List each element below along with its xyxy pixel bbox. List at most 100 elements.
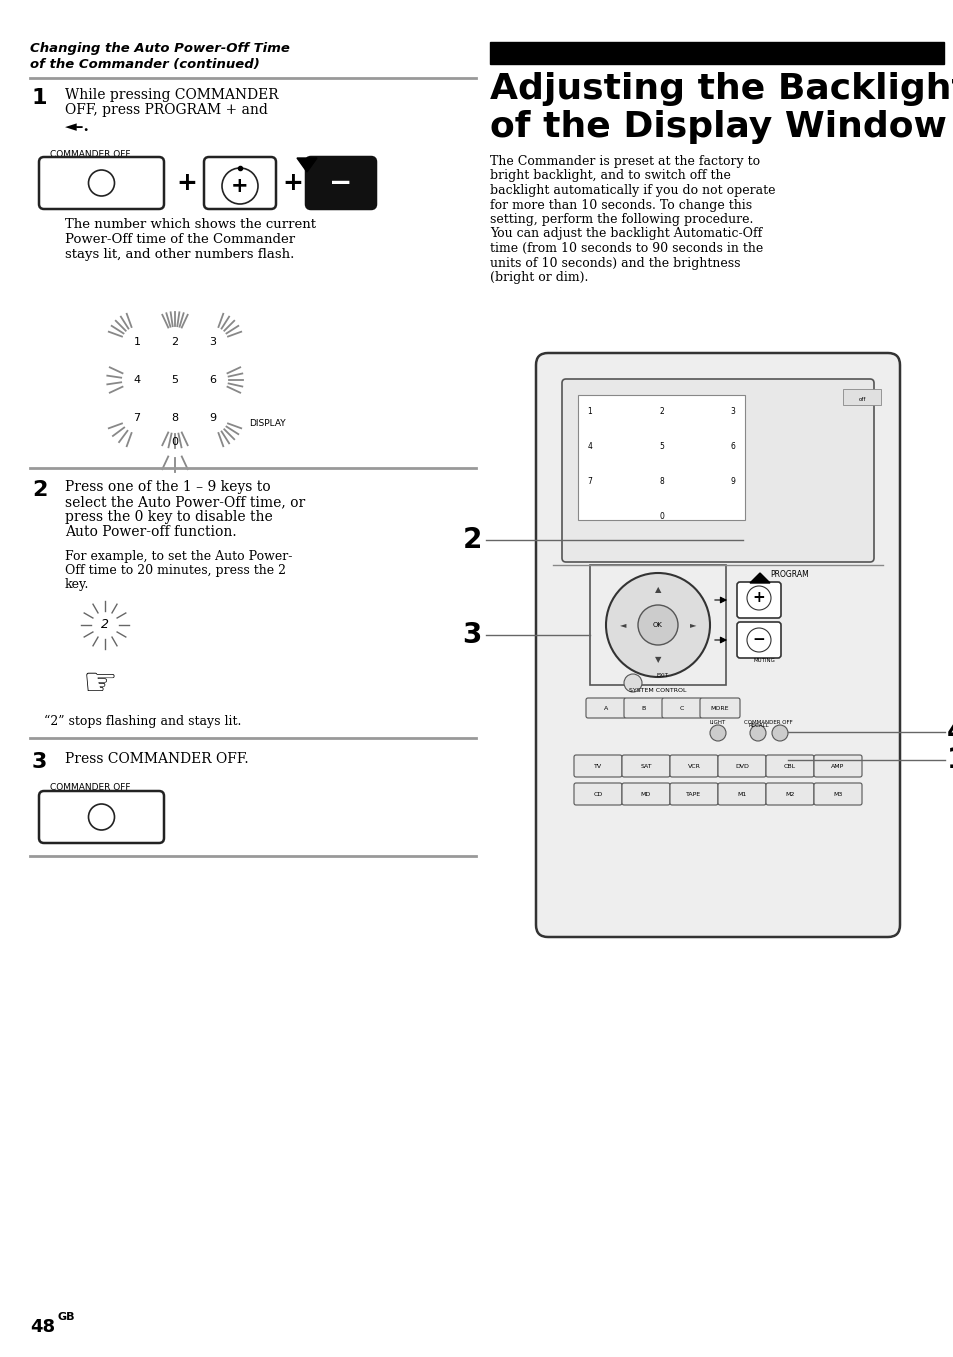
FancyBboxPatch shape <box>621 783 669 805</box>
Text: 48: 48 <box>30 1318 55 1337</box>
Text: 1: 1 <box>946 746 953 773</box>
FancyBboxPatch shape <box>661 697 701 718</box>
Text: MUTING: MUTING <box>752 658 774 664</box>
Text: MD: MD <box>640 791 651 797</box>
Text: COMMANDER OFF: COMMANDER OFF <box>50 783 131 792</box>
Text: +: + <box>176 171 197 195</box>
Text: PROGRAM: PROGRAM <box>219 157 264 166</box>
Text: PROGRAM: PROGRAM <box>770 570 808 579</box>
Text: CD: CD <box>593 791 602 797</box>
Text: The number which shows the current: The number which shows the current <box>65 218 315 231</box>
Text: “2” stops flashing and stays lit.: “2” stops flashing and stays lit. <box>44 715 241 729</box>
Text: 2: 2 <box>462 527 481 554</box>
Text: Press COMMANDER OFF.: Press COMMANDER OFF. <box>65 752 249 765</box>
Circle shape <box>605 573 709 677</box>
Text: SYSTEM CONTROL: SYSTEM CONTROL <box>629 688 686 693</box>
Text: COMMANDER OFF: COMMANDER OFF <box>50 151 131 159</box>
FancyBboxPatch shape <box>718 783 765 805</box>
Text: for more than 10 seconds. To change this: for more than 10 seconds. To change this <box>490 198 751 212</box>
Text: setting, perform the following procedure.: setting, perform the following procedure… <box>490 213 753 227</box>
Circle shape <box>771 725 787 741</box>
Circle shape <box>222 168 257 204</box>
Text: 1: 1 <box>587 407 592 417</box>
FancyBboxPatch shape <box>621 754 669 778</box>
Text: CBL: CBL <box>783 764 795 768</box>
Text: ►: ► <box>689 620 696 630</box>
Text: ▲: ▲ <box>654 585 660 594</box>
Text: 2: 2 <box>172 337 178 347</box>
Text: For example, to set the Auto Power-: For example, to set the Auto Power- <box>65 550 292 563</box>
Text: −: − <box>752 632 764 647</box>
Bar <box>842 389 880 404</box>
FancyBboxPatch shape <box>669 754 718 778</box>
Circle shape <box>89 170 114 195</box>
Text: 7: 7 <box>133 413 140 423</box>
Text: Power-Off time of the Commander: Power-Off time of the Commander <box>65 233 294 246</box>
Circle shape <box>749 725 765 741</box>
Text: 4: 4 <box>946 718 953 746</box>
Text: 4: 4 <box>587 442 592 451</box>
Text: M2: M2 <box>784 791 794 797</box>
Text: 6: 6 <box>210 375 216 385</box>
Text: 3: 3 <box>730 407 735 417</box>
FancyBboxPatch shape <box>585 697 625 718</box>
Text: 0: 0 <box>659 512 663 521</box>
Text: You can adjust the backlight Automatic-Off: You can adjust the backlight Automatic-O… <box>490 228 761 240</box>
Text: 3: 3 <box>32 752 48 772</box>
Text: A: A <box>603 706 607 711</box>
Text: DVD: DVD <box>735 764 748 768</box>
Circle shape <box>89 803 114 830</box>
Text: Adjusting the Backlight: Adjusting the Backlight <box>490 72 953 106</box>
Text: of the Display Window: of the Display Window <box>490 110 946 144</box>
Text: OFF, press PROGRAM + and: OFF, press PROGRAM + and <box>65 103 268 117</box>
FancyBboxPatch shape <box>737 622 781 658</box>
Text: off: off <box>858 398 864 402</box>
Text: stays lit, and other numbers flash.: stays lit, and other numbers flash. <box>65 248 294 261</box>
Text: LIGHT: LIGHT <box>709 721 725 725</box>
Text: Off time to 20 minutes, press the 2: Off time to 20 minutes, press the 2 <box>65 565 286 577</box>
Text: Changing the Auto Power-Off Time: Changing the Auto Power-Off Time <box>30 42 290 56</box>
Text: Auto Power-off function.: Auto Power-off function. <box>65 525 236 539</box>
Text: 8: 8 <box>172 413 178 423</box>
Text: ☞: ☞ <box>83 665 117 703</box>
Text: 3: 3 <box>462 622 481 649</box>
Text: EXIT: EXIT <box>657 673 668 678</box>
FancyBboxPatch shape <box>536 353 899 936</box>
Polygon shape <box>296 157 316 172</box>
Text: 6: 6 <box>730 442 735 451</box>
Text: M3: M3 <box>832 791 841 797</box>
Polygon shape <box>749 573 769 584</box>
Circle shape <box>746 628 770 651</box>
Circle shape <box>709 725 725 741</box>
Text: MORE: MORE <box>710 706 728 711</box>
Text: of the Commander (continued): of the Commander (continued) <box>30 58 259 71</box>
Text: 1: 1 <box>133 337 140 347</box>
FancyBboxPatch shape <box>574 783 621 805</box>
Text: ◄–.: ◄–. <box>65 119 90 134</box>
Text: 9: 9 <box>730 478 735 486</box>
FancyBboxPatch shape <box>737 582 781 617</box>
Text: B: B <box>641 706 645 711</box>
Text: 4: 4 <box>133 375 140 385</box>
Text: +: + <box>231 176 249 195</box>
Circle shape <box>746 586 770 611</box>
FancyBboxPatch shape <box>39 157 164 209</box>
Text: units of 10 seconds) and the brightness: units of 10 seconds) and the brightness <box>490 256 740 270</box>
FancyBboxPatch shape <box>561 379 873 562</box>
Text: GB: GB <box>58 1312 75 1322</box>
Text: +: + <box>282 171 303 195</box>
Text: bright backlight, and to switch off the: bright backlight, and to switch off the <box>490 170 730 182</box>
FancyBboxPatch shape <box>39 791 164 843</box>
FancyBboxPatch shape <box>623 697 663 718</box>
FancyBboxPatch shape <box>718 754 765 778</box>
Bar <box>578 395 744 520</box>
Text: TAPE: TAPE <box>686 791 700 797</box>
Text: 2: 2 <box>32 480 48 499</box>
Text: select the Auto Power-Off time, or: select the Auto Power-Off time, or <box>65 495 305 509</box>
Text: 7: 7 <box>587 478 592 486</box>
FancyBboxPatch shape <box>813 783 862 805</box>
FancyBboxPatch shape <box>574 754 621 778</box>
Text: TV: TV <box>594 764 601 768</box>
Text: COMMANDER OFF: COMMANDER OFF <box>742 721 792 725</box>
Text: 8: 8 <box>659 478 663 486</box>
